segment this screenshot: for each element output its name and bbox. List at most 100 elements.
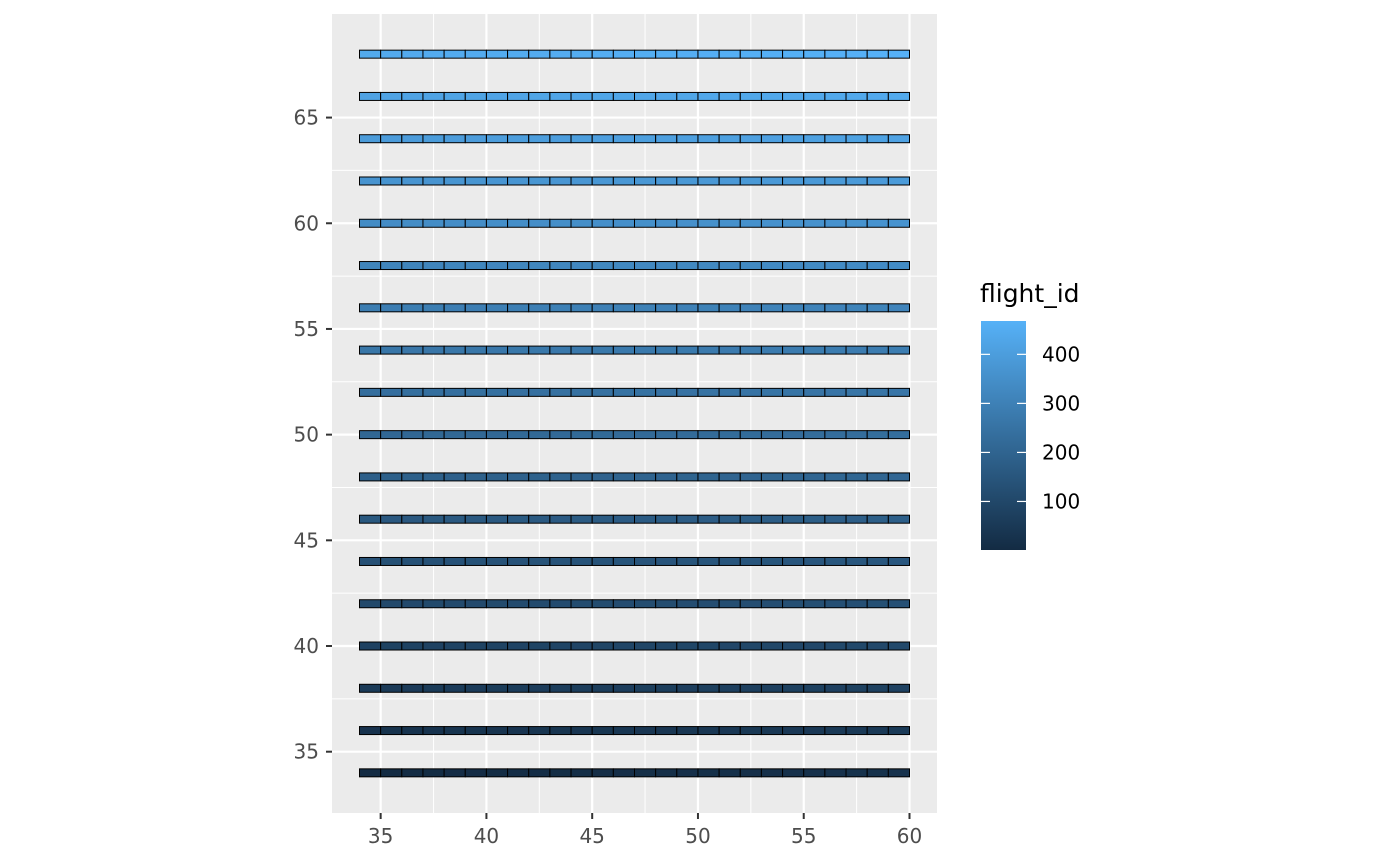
tile [655,556,678,566]
tile [507,472,530,482]
tile [845,387,868,397]
tile [507,49,530,59]
tile [549,472,572,482]
tile [866,556,889,566]
tile [760,472,784,482]
tile [845,683,868,693]
tile [845,261,868,271]
tile [824,683,847,693]
tile [507,387,530,397]
tile [422,556,445,566]
tile [718,726,741,736]
tile [380,261,403,271]
tile [824,514,847,524]
tile [401,556,424,566]
tile [528,472,551,482]
tile [718,303,741,313]
tile [676,556,699,566]
tile [359,387,382,397]
tile [612,261,635,271]
tile [887,91,910,101]
tile [824,91,847,101]
tile [739,430,762,440]
tile [866,514,889,524]
tile [634,91,657,101]
tile [824,49,847,59]
tile [612,726,635,736]
tile [464,176,487,186]
tile [464,303,487,313]
tile [760,218,784,228]
tile [718,134,741,144]
tile [782,514,805,524]
tile [760,683,784,693]
tile [845,514,868,524]
tile [803,472,826,482]
tile [782,49,805,59]
tile [739,641,762,651]
tile [782,472,805,482]
tile [359,49,382,59]
tile [507,134,530,144]
tile [591,261,614,271]
tile [676,176,699,186]
tile [528,430,551,440]
tile [697,176,720,186]
tile [464,768,487,778]
tile [507,218,530,228]
tile [803,387,826,397]
tile [655,768,678,778]
tile [634,768,657,778]
tile [485,303,509,313]
tile [591,556,614,566]
tile [485,683,509,693]
tile [549,768,572,778]
tile [866,641,889,651]
tile [570,387,593,397]
tile [760,134,784,144]
x-tick-label: 45 [579,824,604,848]
tile [760,430,784,440]
tile [760,641,784,651]
tile [464,134,487,144]
tile [612,387,635,397]
tile [655,261,678,271]
tile [634,387,657,397]
tile [824,599,847,609]
tile [887,683,910,693]
tile [485,556,509,566]
tile [655,599,678,609]
tile [612,176,635,186]
tile [401,261,424,271]
tile [634,49,657,59]
tile [866,261,889,271]
tile [443,91,466,101]
tile [570,472,593,482]
tile [760,49,784,59]
tile [591,599,614,609]
tile [380,218,403,228]
tile [464,49,487,59]
tile [655,176,678,186]
tile [359,430,382,440]
tile [401,768,424,778]
tile [676,261,699,271]
tile [507,726,530,736]
plot-panel [332,14,937,813]
tile [760,345,784,355]
tile [359,176,382,186]
tile [782,218,805,228]
tile [485,599,509,609]
tile [443,683,466,693]
tile [570,768,593,778]
tile [485,726,509,736]
tile [655,430,678,440]
tile [845,726,868,736]
x-tick-label: 50 [685,824,710,848]
tile [380,556,403,566]
tile [655,345,678,355]
tile [887,514,910,524]
tile [380,430,403,440]
tile [612,218,635,228]
tile [422,261,445,271]
